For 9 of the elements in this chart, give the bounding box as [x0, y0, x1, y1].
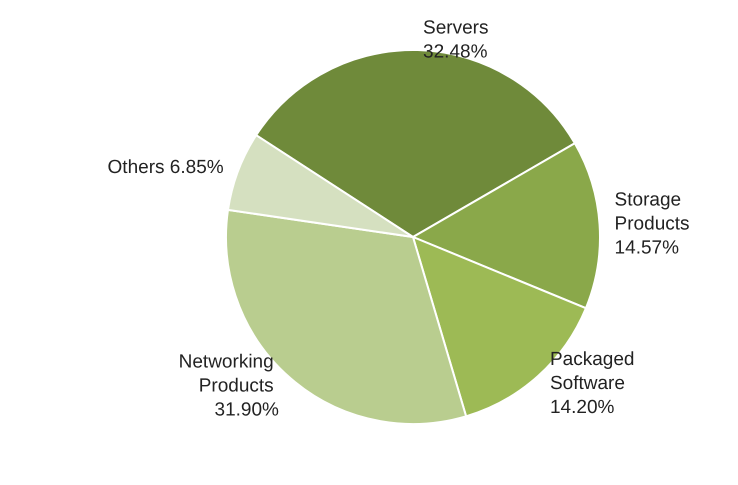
slice-label: Storage Products — [614, 189, 695, 234]
data-label: 32.48% — [423, 42, 488, 63]
slice-label: Others 6.85% — [108, 156, 224, 178]
data-label: 14.20% — [550, 396, 615, 418]
data-label: 14.57% — [614, 237, 680, 258]
data-label: 31.90% — [214, 399, 280, 420]
slice-label: Networking Products — [178, 351, 279, 396]
slice-label: Servers — [423, 18, 494, 39]
slice-label: Packaged Software — [550, 348, 640, 394]
